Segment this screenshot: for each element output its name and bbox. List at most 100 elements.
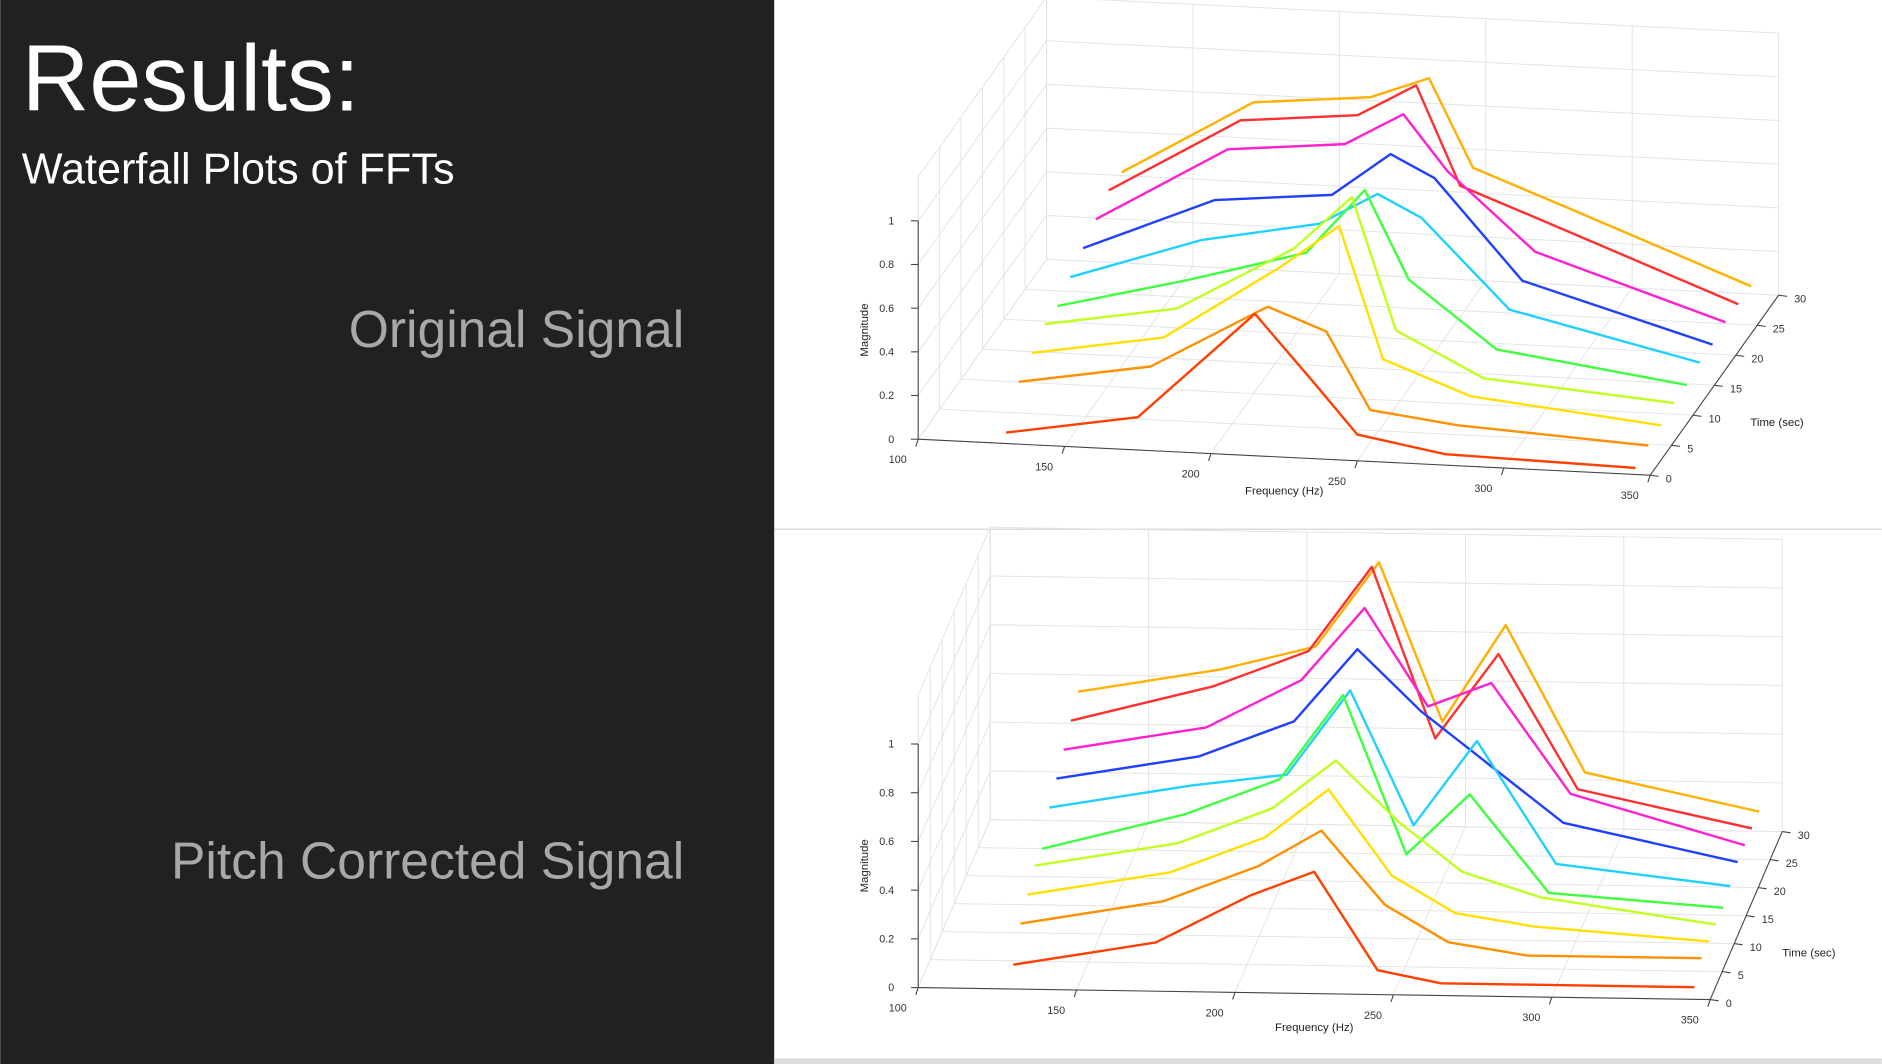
x-tick-label: 350: [1681, 1015, 1699, 1027]
tick-mark: [1710, 999, 1719, 1002]
tick-mark: [1758, 887, 1767, 890]
spectrum-line: [1031, 224, 1662, 427]
x-axis: [918, 438, 1651, 476]
time-slice: [1027, 788, 1709, 943]
time-slice: [1108, 84, 1739, 306]
y-tick-label: 30: [1798, 830, 1810, 842]
x-tick-label: 150: [1047, 1005, 1065, 1017]
grid-line: [917, 171, 1047, 353]
grid-line: [930, 959, 1723, 973]
y-tick-label: 10: [1709, 413, 1721, 425]
grid-line: [1046, 258, 1779, 296]
waterfall-chart: 10015020025030035005101520253000.20.40.6…: [859, 0, 1806, 502]
plot-label: Pitch Corrected Signal: [171, 831, 684, 889]
slide-subtitle: Waterfall Plots of FFTs: [22, 146, 455, 194]
time-slice: [1121, 77, 1752, 288]
y-tick-label: 15: [1730, 383, 1742, 395]
tick-mark: [915, 439, 919, 447]
time-slice: [1082, 152, 1713, 346]
spectrum-line: [1082, 152, 1713, 346]
grid-line: [982, 348, 1715, 386]
y-tick-label: 5: [1738, 970, 1744, 982]
spectrum-line: [1034, 759, 1717, 926]
time-slice: [1049, 689, 1731, 888]
z-tick-label: 0.8: [879, 787, 894, 799]
tick-mark: [1671, 444, 1681, 447]
grid-line: [1046, 40, 1779, 78]
z-tick-label: 0.6: [879, 836, 894, 848]
grid-line: [954, 903, 1747, 917]
tick-mark: [1734, 943, 1743, 946]
z-tick-label: 0.8: [879, 259, 894, 271]
y-tick-label: 30: [1794, 293, 1806, 305]
time-slice: [1005, 312, 1636, 470]
y-axis-title: Time (sec): [1782, 947, 1836, 959]
time-slice: [1044, 195, 1675, 405]
time-slice: [1056, 647, 1738, 864]
y-axis-title: Time (sec): [1750, 417, 1804, 429]
time-slice: [1095, 113, 1726, 324]
time-slice: [1063, 606, 1746, 847]
x-tick-label: 200: [1182, 469, 1200, 481]
slide-title: Results:: [22, 25, 360, 130]
tick-mark: [1722, 971, 1731, 974]
spectrum-line: [1121, 77, 1752, 288]
grid-line: [978, 847, 1771, 861]
tick-mark: [1073, 989, 1078, 998]
grid-line: [917, 575, 991, 745]
tick-mark: [1746, 915, 1755, 918]
x-tick-label: 300: [1522, 1012, 1540, 1024]
spectrum-line: [1044, 195, 1675, 405]
spectrum-line: [1049, 689, 1731, 888]
y-tick-label: 25: [1786, 858, 1798, 870]
time-slice: [1041, 693, 1724, 909]
grid-line: [966, 875, 1759, 889]
time-slice: [1077, 561, 1760, 813]
grid-line: [1046, 127, 1779, 165]
tick-mark: [1548, 997, 1553, 1005]
grid-line: [917, 215, 1047, 396]
grid-line: [942, 931, 1735, 945]
x-tick-label: 100: [889, 454, 907, 466]
grid-line: [990, 770, 1783, 784]
spectrum-line: [1069, 192, 1701, 364]
plot-label: Original Signal: [349, 300, 684, 358]
y-tick-label: 0: [1666, 473, 1672, 485]
y-tick-label: 5: [1687, 443, 1693, 455]
z-tick-label: 1: [888, 215, 894, 227]
grid-line: [939, 408, 1672, 446]
x-axis: [918, 987, 1711, 1001]
tick-mark: [915, 987, 919, 995]
grid-line: [1046, 171, 1779, 209]
tick-mark: [1692, 414, 1702, 417]
tick-mark: [1650, 474, 1659, 477]
tick-mark: [1757, 324, 1766, 327]
z-tick-label: 0.6: [879, 303, 894, 315]
x-tick-label: 100: [889, 1003, 907, 1015]
time-slice: [1069, 192, 1701, 364]
grid-line: [990, 819, 1783, 833]
grid-line: [917, 721, 991, 891]
spectrum-line: [1070, 565, 1753, 830]
y-tick-label: 20: [1751, 353, 1763, 365]
z-axis-title: Magnitude: [859, 839, 871, 892]
tick-mark: [1390, 994, 1394, 1003]
spectrum-line: [1041, 693, 1724, 909]
z-tick-label: 0.2: [879, 933, 894, 945]
y-tick-label: 0: [1726, 998, 1732, 1010]
time-slice: [1034, 759, 1717, 926]
spectrum-line: [1057, 188, 1688, 387]
tick-mark: [1232, 992, 1236, 1000]
z-tick-label: 0.4: [879, 346, 894, 358]
z-tick-label: 1: [888, 739, 894, 751]
tick-mark: [1707, 999, 1711, 1007]
time-slice: [1018, 305, 1649, 447]
time-slice: [1057, 188, 1688, 387]
time-slice: [1020, 829, 1702, 960]
spectrum-line: [1027, 788, 1709, 943]
charts: 10015020025030035005101520253000.20.40.6…: [859, 0, 1836, 1034]
tick-mark: [1500, 467, 1505, 476]
spectrum-line: [1018, 305, 1649, 447]
z-tick-label: 0.4: [879, 885, 894, 897]
